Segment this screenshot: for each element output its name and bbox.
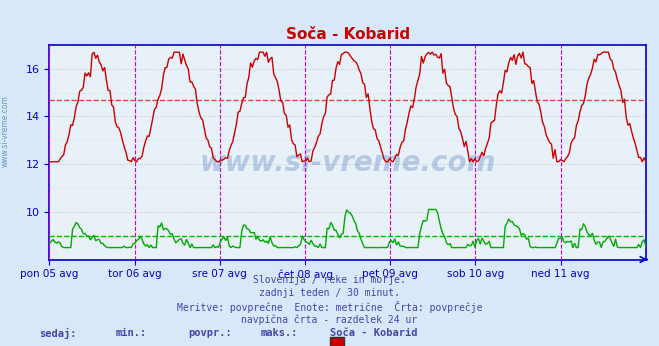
Title: Soča - Kobarid: Soča - Kobarid — [285, 27, 410, 43]
Text: Slovenija / reke in morje.: Slovenija / reke in morje. — [253, 275, 406, 285]
Text: min.:: min.: — [115, 328, 146, 338]
Text: navpična črta - razdelek 24 ur: navpična črta - razdelek 24 ur — [241, 315, 418, 325]
Text: povpr.:: povpr.: — [188, 328, 231, 338]
Text: Meritve: povprečne  Enote: metrične  Črta: povprečje: Meritve: povprečne Enote: metrične Črta:… — [177, 301, 482, 313]
Text: maks.:: maks.: — [260, 328, 298, 338]
Text: www.si-vreme.com: www.si-vreme.com — [1, 95, 10, 167]
Text: sedaj:: sedaj: — [40, 328, 77, 339]
Text: www.si-vreme.com: www.si-vreme.com — [200, 149, 496, 177]
Text: zadnji teden / 30 minut.: zadnji teden / 30 minut. — [259, 288, 400, 298]
Text: Soča - Kobarid: Soča - Kobarid — [330, 328, 417, 338]
